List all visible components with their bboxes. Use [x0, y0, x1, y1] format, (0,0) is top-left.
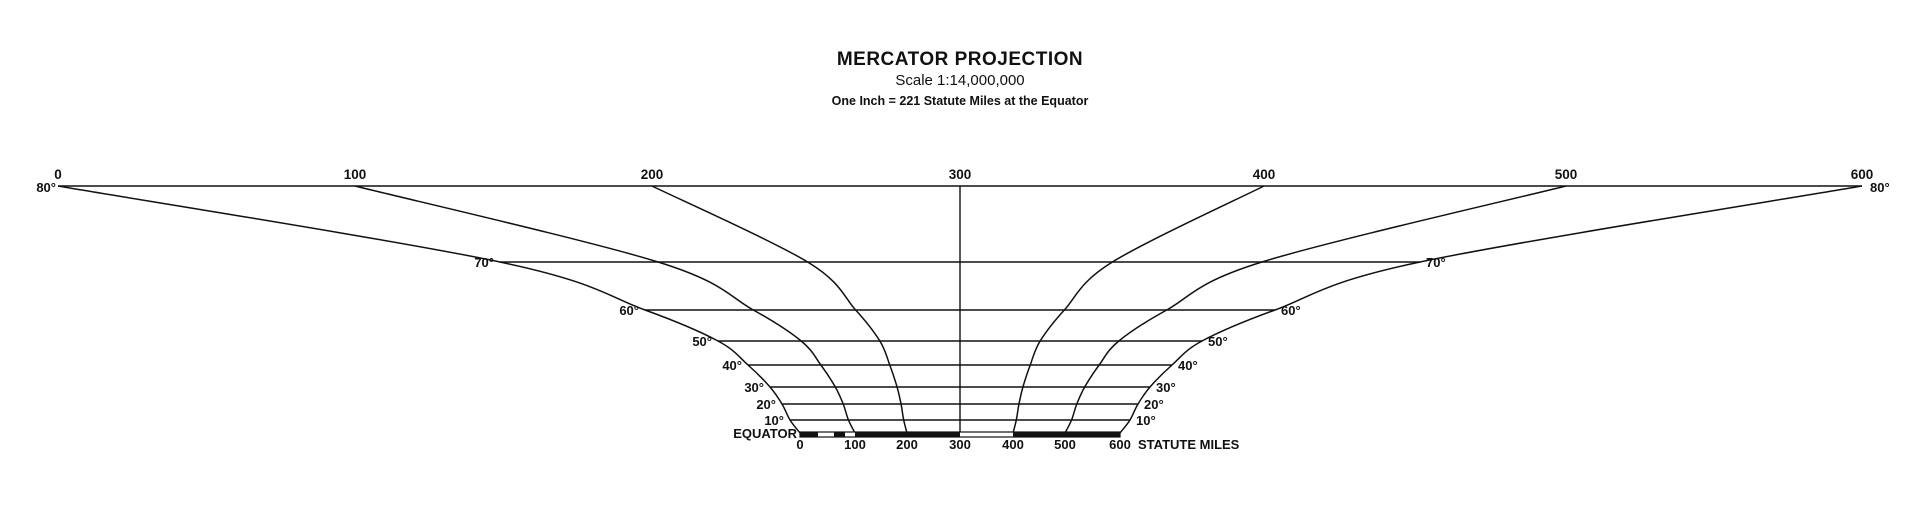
scale-bar-segment: [855, 432, 907, 437]
bottom-scale-label: 600: [1109, 437, 1131, 452]
latitude-label-right: 40°: [1178, 358, 1198, 373]
meridian-curve-200: [651, 185, 908, 434]
meridian-curve-400: [1012, 185, 1265, 434]
latitude-label-right: 70°: [1426, 255, 1446, 270]
latitude-label-right: 60°: [1281, 303, 1301, 318]
scale-bar-segment: [907, 432, 960, 437]
latitude-label-left: 30°: [744, 380, 764, 395]
bottom-scale-label: 300: [949, 437, 971, 452]
equator-label: EQUATOR: [733, 426, 797, 441]
bottom-scale-label: 100: [844, 437, 866, 452]
map-title: MERCATOR PROJECTION: [836, 49, 1084, 70]
map-scale-note: One Inch = 221 Statute Miles at the Equa…: [831, 94, 1089, 108]
latitude-label-right: 30°: [1156, 380, 1176, 395]
latitude-label-left: 60°: [619, 303, 639, 318]
latitude-label-left: 40°: [722, 358, 742, 373]
bottom-scale-label: 500: [1054, 437, 1076, 452]
latitude-label-left: 70°: [474, 255, 494, 270]
meridian-curve-100: [354, 185, 856, 434]
map-scale: Scale 1:14,000,000: [895, 72, 1025, 89]
scale-bar-segment: [1065, 432, 1120, 437]
equator-scale-bar: [799, 431, 1121, 438]
bottom-scale-label: 0: [796, 437, 803, 452]
scale-bar-segment: [800, 432, 818, 437]
latitude-label-right: 50°: [1208, 334, 1228, 349]
scale-bar-segment: [834, 432, 845, 437]
latitude-label-right: 80°: [1870, 180, 1890, 195]
top-scale-label: 100: [344, 167, 367, 182]
bottom-scale-label: 200: [896, 437, 918, 452]
top-scale-label: 300: [949, 167, 972, 182]
meridian-curve-0: [57, 185, 801, 434]
scale-bar-segment: [1013, 432, 1065, 437]
top-scale-label: 600: [1851, 167, 1874, 182]
grid-lines: [58, 185, 1862, 433]
bottom-units-label: STATUTE MILES: [1138, 437, 1240, 452]
top-scale-label: 0: [54, 167, 62, 182]
top-scale-label: 400: [1253, 167, 1276, 182]
latitude-label-left: 10°: [764, 413, 784, 428]
latitude-label-left: 20°: [756, 397, 776, 412]
top-scale-label: 500: [1555, 167, 1578, 182]
latitude-label-right: 10°: [1136, 413, 1156, 428]
latitude-label-right: 20°: [1144, 397, 1164, 412]
meridian-curve-600: [1119, 185, 1863, 434]
meridian-curves: [57, 185, 1863, 434]
latitude-label-left: 80°: [36, 180, 56, 195]
bottom-scale-label: 400: [1002, 437, 1024, 452]
top-scale-label: 200: [641, 167, 664, 182]
meridian-curve-500: [1064, 185, 1567, 434]
latitude-label-left: 50°: [692, 334, 712, 349]
diagram-labels: 0 100 200 300 400 500 600 0 100 200 300 400 500 600 ST…: [36, 167, 1889, 452]
